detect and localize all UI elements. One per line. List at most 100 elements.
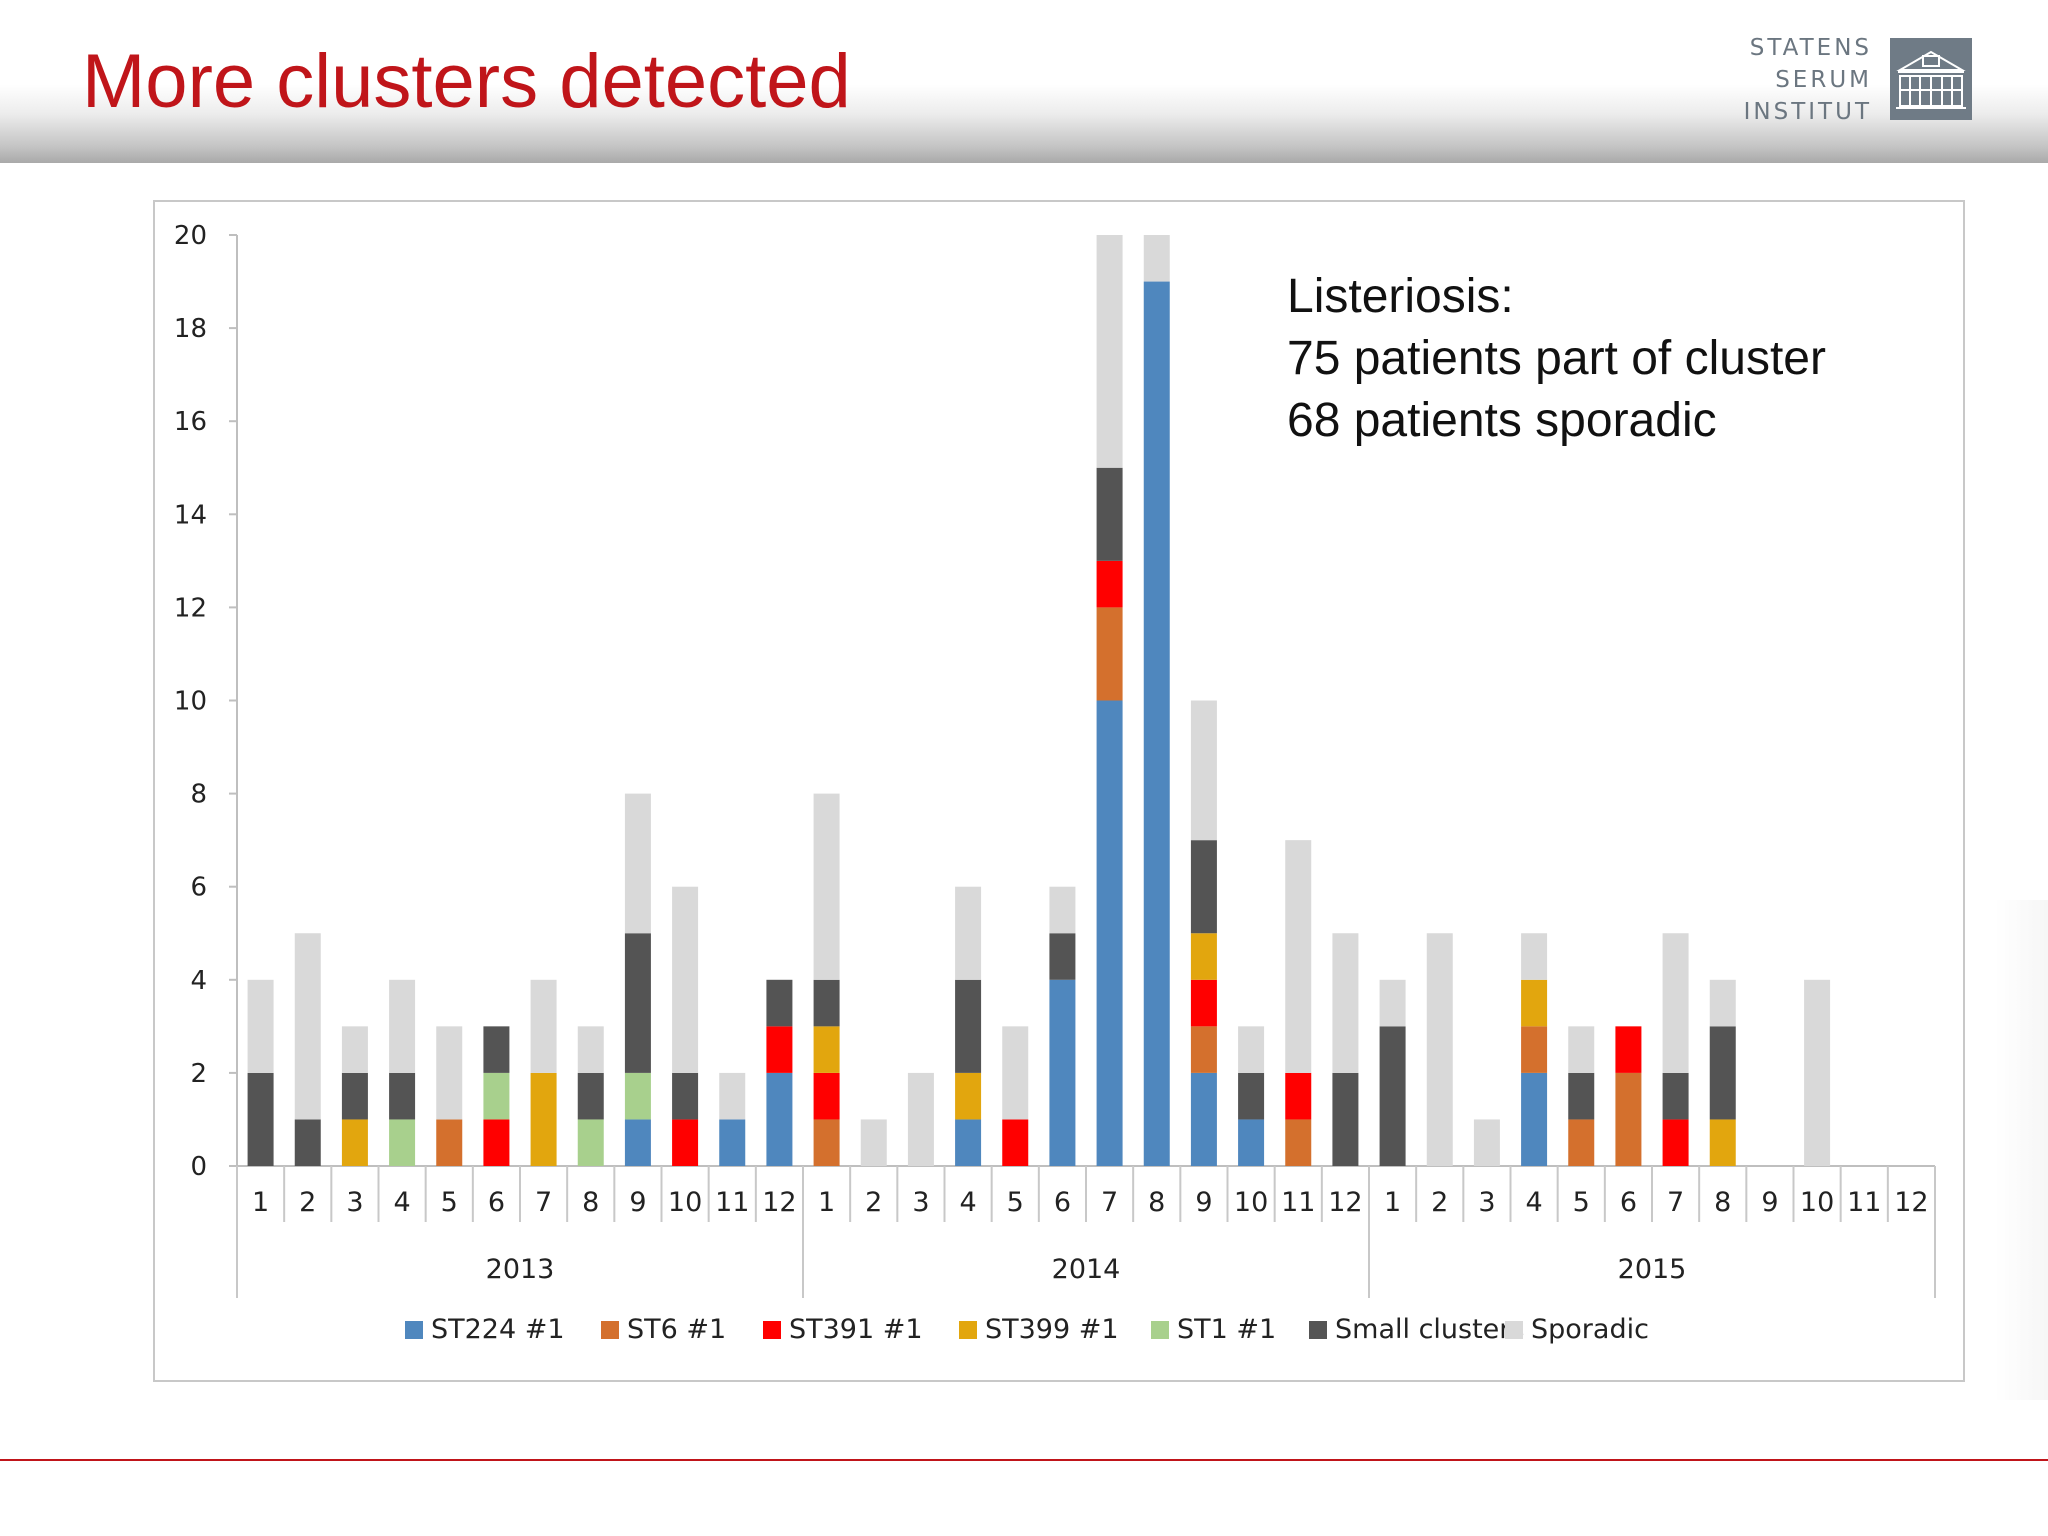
x-tick-label: 9 xyxy=(1761,1187,1778,1218)
bar-segment-sporadic xyxy=(955,886,982,980)
bar-segment-sporadic xyxy=(719,1072,746,1120)
bar-segment-st224-1 xyxy=(1096,700,1123,1166)
x-tick-label: 8 xyxy=(1714,1187,1731,1218)
legend-label: Sporadic xyxy=(1531,1314,1649,1345)
legend-swatch xyxy=(405,1321,423,1339)
y-tick-label: 2 xyxy=(190,1059,207,1089)
y-tick-label: 14 xyxy=(174,500,207,530)
bar-segment-small-clusters xyxy=(1379,1026,1406,1166)
bar-segment-sporadic xyxy=(247,979,274,1073)
bar-segment-small-clusters xyxy=(341,1072,368,1120)
y-tick-label: 20 xyxy=(174,221,207,251)
logo-wordmark: STATENS SERUM INSTITUT xyxy=(1744,32,1872,128)
bar-segment-sporadic xyxy=(1143,235,1170,282)
y-tick-label: 18 xyxy=(174,314,207,344)
annotation-line-3: 68 patients sporadic xyxy=(1287,394,1717,447)
bar-segment-small-clusters xyxy=(1096,467,1123,561)
bar-segment-st399-1 xyxy=(341,1119,368,1166)
bar-segment-st224-1 xyxy=(719,1119,746,1166)
bar-segment-st399-1 xyxy=(1709,1119,1736,1166)
bar-segment-sporadic xyxy=(1096,235,1123,468)
legend-label: Small clusters xyxy=(1335,1314,1524,1345)
bar-segment-st391-1 xyxy=(813,1072,840,1120)
y-tick-label: 10 xyxy=(174,687,207,717)
x-tick-label: 9 xyxy=(629,1187,646,1218)
bar-segment-sporadic xyxy=(1473,1119,1500,1166)
x-tick-label: 3 xyxy=(912,1187,929,1218)
bar-segment-st224-1 xyxy=(766,1072,793,1166)
bar-segment-st399-1 xyxy=(1190,933,1217,980)
bar-segment-st224-1 xyxy=(1049,979,1076,1166)
bar-segment-st399-1 xyxy=(813,1026,840,1073)
bar-segment-small-clusters xyxy=(813,979,840,1027)
bar-segment-small-clusters xyxy=(294,1119,321,1166)
chart-container: 0 2 4 6 8 10 12 14 16 18 20 1 2 3 4 5 6 7 8 9 10 11 12 1 2 3 4 5 6 7 8… xyxy=(153,200,1965,1382)
x-tick-label: 2 xyxy=(1431,1187,1448,1218)
bar-segment-st6-1 xyxy=(436,1119,463,1166)
annotation-text: Listeriosis: 75 patients part of cluster… xyxy=(1287,266,1826,452)
bar-segment-sporadic xyxy=(624,793,651,934)
x-tick-label: 12 xyxy=(762,1187,796,1218)
bar-segment-st391-1 xyxy=(483,1119,510,1166)
bar-segment-small-clusters xyxy=(1662,1072,1689,1120)
bar-segment-small-clusters xyxy=(672,1072,699,1120)
bar-segment-sporadic xyxy=(1049,886,1076,934)
y-tick-label: 16 xyxy=(174,407,207,437)
x-tick-label: 6 xyxy=(488,1187,505,1218)
bar-segment-small-clusters xyxy=(1709,1026,1736,1120)
bar-segment-sporadic xyxy=(672,886,699,1073)
institute-building-icon xyxy=(1890,38,1972,120)
edge-shade xyxy=(1995,900,2048,1400)
bar-segment-small-clusters xyxy=(483,1026,510,1073)
bar-segment-st399-1 xyxy=(530,1072,557,1166)
bar-segment-st6-1 xyxy=(1568,1119,1595,1166)
x-tick-label: 6 xyxy=(1620,1187,1637,1218)
bar-segment-small-clusters xyxy=(1568,1072,1595,1120)
x-tick-label: 7 xyxy=(535,1187,552,1218)
bar-segment-small-clusters xyxy=(1190,840,1217,934)
bar-segment-small-clusters xyxy=(766,979,793,1027)
y-tick-label: 6 xyxy=(190,873,207,903)
group-label: 2013 xyxy=(486,1254,555,1285)
bar-segment-st224-1 xyxy=(624,1119,651,1166)
bar-segment-st391-1 xyxy=(1002,1119,1029,1166)
x-tick-label: 7 xyxy=(1101,1187,1118,1218)
bar-segment-sporadic xyxy=(1285,840,1312,1073)
x-tick-label: 5 xyxy=(1007,1187,1024,1218)
annotation-line-2: 75 patients part of cluster xyxy=(1287,332,1826,385)
bar-segment-st6-1 xyxy=(1096,607,1123,701)
x-tick-label: 5 xyxy=(1573,1187,1590,1218)
x-tick-label: 1 xyxy=(1384,1187,1401,1218)
bar-segment-small-clusters xyxy=(1332,1072,1359,1166)
bar-segment-sporadic xyxy=(1332,933,1359,1073)
legend-swatch xyxy=(959,1321,977,1339)
bar-segment-sporadic xyxy=(813,793,840,980)
bar-segment-sporadic xyxy=(1426,933,1453,1166)
x-tick-label: 8 xyxy=(582,1187,599,1218)
group-label: 2014 xyxy=(1052,1254,1121,1285)
bar-segment-st391-1 xyxy=(1285,1072,1312,1120)
x-tick-label: 11 xyxy=(715,1187,749,1218)
bar-segment-small-clusters xyxy=(1049,933,1076,980)
bar-segment-sporadic xyxy=(389,979,416,1073)
x-tick-label: 3 xyxy=(1478,1187,1495,1218)
y-tick-label: 12 xyxy=(174,593,207,623)
y-tick-label: 0 xyxy=(190,1152,207,1182)
legend-swatch xyxy=(1151,1321,1169,1339)
bar-segment-sporadic xyxy=(530,979,557,1073)
legend-swatch xyxy=(1309,1321,1327,1339)
bar-segment-st391-1 xyxy=(766,1026,793,1073)
bar-segment-st391-1 xyxy=(1096,560,1123,608)
bar-segment-st224-1 xyxy=(1521,1072,1548,1166)
x-tick-label: 6 xyxy=(1054,1187,1071,1218)
legend-label: ST391 #1 xyxy=(789,1314,923,1345)
bar-segment-sporadic xyxy=(860,1119,887,1166)
bar-segment-small-clusters xyxy=(1238,1072,1265,1120)
x-tick-label: 2 xyxy=(299,1187,316,1218)
x-tick-label: 5 xyxy=(441,1187,458,1218)
annotation-line-1: Listeriosis: xyxy=(1287,270,1514,323)
logo-line-2: SERUM xyxy=(1775,67,1872,93)
bar-segment-st224-1 xyxy=(955,1119,982,1166)
x-tick-label: 1 xyxy=(252,1187,269,1218)
